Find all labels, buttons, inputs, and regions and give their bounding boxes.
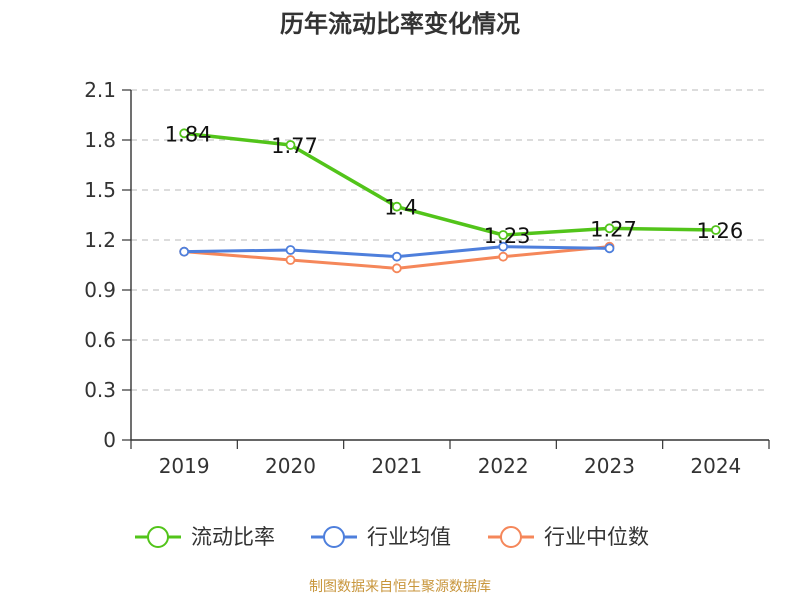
data-label: 1.27	[590, 217, 637, 241]
data-point	[285, 245, 296, 255]
legend-label: 行业中位数	[544, 525, 649, 549]
data-label: 1.23	[484, 224, 531, 248]
y-tick-label: 0.6	[84, 328, 116, 352]
axis-layer: 0 0.3 0.6 0.9 1.2 1.5 1.8 2.1 2019 2020 2021 2022 20…	[84, 78, 770, 478]
data-point	[285, 255, 296, 265]
data-point	[285, 140, 296, 150]
label-layer: 1.84 1.77 1.4 1.23 1.27 1.26	[165, 122, 743, 248]
data-point	[391, 263, 402, 274]
x-tick-label: 2023	[584, 454, 635, 478]
x-tick-label: 2019	[159, 454, 210, 478]
y-tick-label: 1.2	[84, 228, 116, 252]
y-tick-label: 1.5	[84, 178, 116, 202]
y-tick-label: 1.8	[84, 128, 116, 152]
data-label: 1.26	[696, 219, 743, 243]
legend[interactable]: 流动比率 行业均值 行业中位数	[135, 525, 649, 549]
legend-marker	[147, 526, 169, 548]
y-tick-label: 0.3	[84, 378, 116, 402]
data-label: 1.77	[271, 134, 318, 158]
x-tick-label: 2022	[478, 454, 529, 478]
data-point	[604, 243, 615, 254]
data-point	[710, 225, 721, 235]
x-tick-label: 2020	[265, 454, 316, 478]
data-label: 1.84	[165, 122, 212, 146]
grid-layer	[131, 89, 769, 391]
legend-marker	[323, 526, 345, 548]
data-point	[391, 251, 402, 262]
data-point	[179, 246, 190, 257]
legend-label: 行业均值	[367, 525, 451, 549]
data-point	[498, 251, 509, 262]
legend-label: 流动比率	[191, 525, 275, 549]
x-tick-label: 2024	[690, 454, 741, 478]
data-point	[179, 128, 190, 139]
data-point	[498, 241, 509, 252]
data-label: 1.4	[384, 196, 417, 220]
series-layer	[179, 128, 721, 274]
y-tick-label: 2.1	[84, 78, 116, 102]
series-line	[182, 131, 718, 237]
y-tick-label: 0.9	[84, 278, 116, 302]
data-point	[604, 223, 615, 234]
y-tick-label: 0	[103, 428, 116, 452]
data-point	[498, 230, 509, 240]
data-point	[391, 201, 402, 212]
chart-title: 历年流动比率变化情况	[280, 10, 520, 38]
legend-marker	[500, 526, 522, 548]
source-note: 制图数据来自恒生聚源数据库	[309, 579, 491, 595]
x-tick-label: 2021	[371, 454, 422, 478]
